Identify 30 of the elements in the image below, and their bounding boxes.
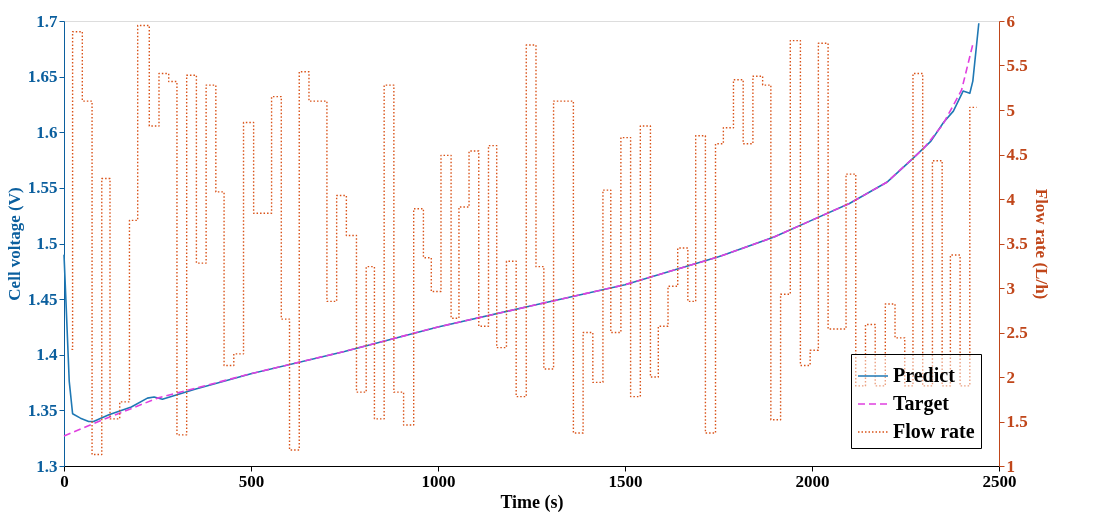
y-tick-label: 1.3 [36, 456, 58, 476]
y2-tick-label: 4 [1006, 189, 1016, 209]
y-tick-label: 1.65 [27, 67, 58, 87]
y-tick-label: 1.6 [36, 122, 58, 142]
x-tick-label: 2000 [795, 471, 830, 491]
y-axis-title: Cell voltage (V) [4, 187, 24, 301]
y-tick-label: 1.45 [27, 289, 58, 309]
y2-axis-title: Flow rate (L/h) [1031, 188, 1051, 300]
y-tick-label: 1.7 [36, 11, 58, 31]
y2-tick-label: 1.5 [1006, 412, 1028, 431]
y2-tick-label: 5 [1006, 100, 1015, 120]
y2-tick-label: 3 [1006, 278, 1015, 298]
y2-tick-label: 5.5 [1006, 56, 1028, 75]
legend-label: Flow rate [893, 420, 975, 442]
x-tick-label: 500 [238, 471, 265, 491]
y-tick-label: 1.4 [36, 345, 58, 365]
y2-tick-label: 6 [1006, 11, 1015, 31]
x-tick-label: 1500 [608, 471, 643, 491]
x-tick-label: 0 [60, 471, 69, 491]
y-tick-label: 1.35 [27, 400, 58, 420]
y2-tick-label: 2 [1006, 367, 1015, 387]
x-tick-label: 1000 [421, 471, 456, 491]
y-tick-label: 1.55 [27, 178, 58, 198]
x-axis-title: Time (s) [500, 491, 564, 513]
legend-label: Target [893, 392, 950, 415]
y-tick-label: 1.5 [36, 234, 58, 253]
legend-label: Predict [893, 364, 956, 386]
y2-tick-label: 3.5 [1006, 234, 1028, 253]
y2-tick-label: 4.5 [1006, 145, 1028, 164]
y2-tick-label: 2.5 [1006, 323, 1028, 342]
